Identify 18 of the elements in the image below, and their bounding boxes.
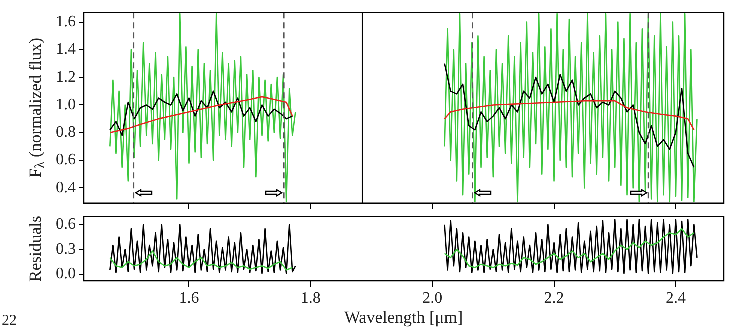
y-tick-label: 1.4 — [56, 41, 76, 58]
x-tick-label: 2.4 — [666, 290, 686, 307]
text: 22 — [2, 313, 17, 330]
x-tick-label: 1.6 — [179, 290, 200, 307]
x-tick-label: 2.2 — [544, 290, 564, 307]
x-tick-label: 1.8 — [300, 290, 321, 307]
y-tick-label: 1.6 — [56, 13, 76, 30]
y-tick-label: 0.6 — [56, 152, 76, 169]
y-tick-label: 1.0 — [56, 96, 76, 114]
y-tick-label: 0.6 — [56, 216, 76, 234]
y-axis-title: Residuals — [26, 216, 46, 282]
y-tick-label: 0.3 — [56, 240, 76, 258]
x-axis-title: Wavelength [μm] — [344, 308, 464, 328]
y-tick-label: 0.4 — [56, 179, 76, 196]
y-tick-label: 0.0 — [56, 266, 76, 283]
y-tick-label: 1.2 — [56, 68, 76, 86]
y-tick-label: 0.8 — [56, 124, 76, 142]
x-tick-label: 2.0 — [422, 290, 443, 307]
